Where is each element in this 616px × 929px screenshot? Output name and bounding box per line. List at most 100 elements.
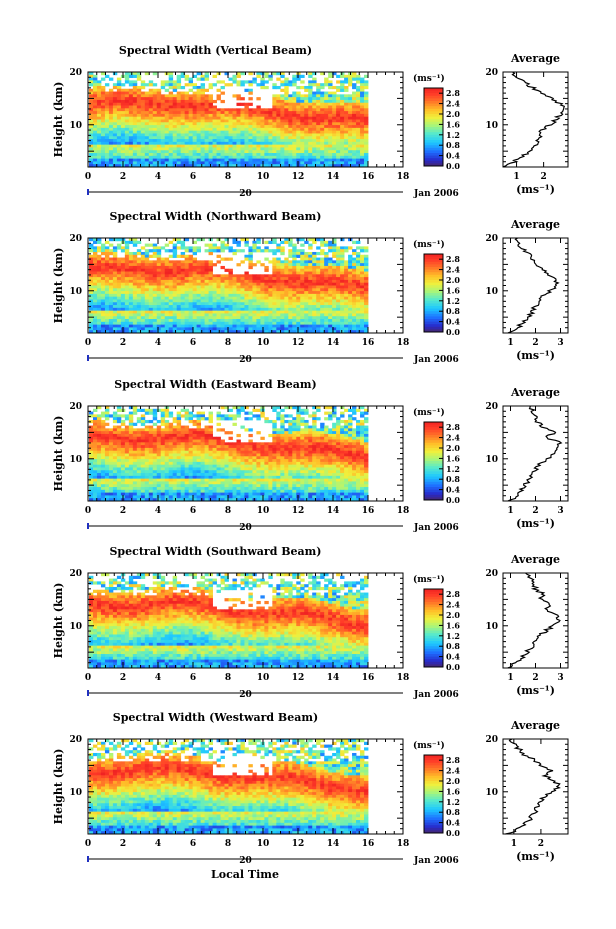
heatmap-cell	[324, 77, 329, 81]
heatmap-cell	[236, 313, 241, 317]
heatmap-cell	[168, 105, 174, 109]
heatmap-cell	[308, 83, 313, 87]
chart-panel-0: Spectral Width (Vertical Beam)0 2 4 6 8 10 12 1…	[52, 44, 569, 199]
heatmap-cell	[304, 155, 309, 160]
heatmap-cell	[204, 122, 209, 126]
heatmap-cell	[124, 164, 130, 168]
heatmap-cell	[89, 288, 94, 292]
heatmap-cell	[332, 414, 337, 418]
heatmap-cell	[352, 411, 357, 415]
heatmap-cell	[144, 260, 150, 264]
heatmap-cell	[96, 141, 102, 146]
heatmap-cell	[192, 125, 198, 129]
heatmap-cell	[316, 307, 321, 312]
heatmap-cell	[204, 77, 209, 81]
heatmap-cell	[89, 265, 94, 270]
heatmap-cell	[104, 249, 110, 253]
heatmap-cell	[344, 299, 349, 303]
heatmap-cell	[192, 274, 198, 278]
heatmap-cell	[172, 147, 178, 151]
heatmap-cell	[160, 319, 166, 323]
heatmap-cell	[160, 105, 166, 109]
heatmap-cell	[152, 144, 158, 148]
heatmap-cell	[356, 97, 361, 101]
heatmap-cell	[120, 422, 126, 426]
heatmap-cell	[108, 147, 114, 151]
heatmap-cell	[296, 411, 301, 415]
heatmap-cell	[204, 305, 209, 309]
heatmap-cell	[160, 274, 166, 278]
heatmap-cell	[180, 310, 186, 314]
heatmap-cell	[236, 291, 241, 295]
heatmap-cell	[148, 155, 154, 160]
heatmap-cell	[116, 91, 122, 95]
heatmap-cell	[216, 141, 221, 146]
profile-x-label: (ms⁻¹)	[516, 183, 555, 196]
heatmap-cell	[136, 72, 142, 76]
heatmap-cell	[268, 299, 273, 303]
heatmap-cell	[116, 414, 122, 418]
heatmap-cell	[356, 94, 361, 98]
heatmap-cell	[360, 313, 365, 317]
heatmap-cell	[128, 116, 134, 120]
heatmap-cell	[296, 153, 301, 157]
heatmap-cell	[168, 302, 174, 306]
heatmap-cell	[208, 99, 213, 104]
heatmap-cell	[328, 119, 333, 123]
heatmap-cell	[292, 324, 297, 328]
heatmap-cell	[108, 310, 114, 314]
heatmap-cell	[356, 99, 361, 104]
heatmap-cell	[100, 327, 106, 331]
date-label: 20	[239, 355, 252, 365]
heatmap-cell	[128, 282, 134, 286]
heatmap-cell	[316, 277, 321, 281]
heatmap-cell	[324, 161, 329, 165]
heatmap-cell	[252, 133, 257, 137]
heatmap-cell	[116, 119, 122, 123]
heatmap-cell	[96, 268, 102, 272]
heatmap-cell	[216, 260, 221, 264]
heatmap-cell	[196, 99, 201, 104]
heatmap-cell	[184, 274, 190, 278]
heatmap-cell	[324, 291, 329, 295]
heatmap-cell	[240, 330, 245, 334]
heatmap-cell	[308, 310, 313, 314]
heatmap-cell	[168, 141, 174, 146]
heatmap-cell	[348, 144, 353, 148]
heatmap-cell	[168, 260, 174, 264]
heatmap-cell	[248, 72, 253, 76]
heatmap-cell	[336, 257, 341, 261]
heatmap-cell	[252, 279, 257, 284]
heatmap-cell	[328, 414, 333, 418]
heatmap-cell	[356, 330, 361, 334]
heatmap-cell	[356, 291, 361, 295]
heatmap-cell	[320, 305, 325, 309]
heatmap-cell	[104, 268, 110, 272]
heatmap-cell	[188, 327, 194, 331]
heatmap-cell	[140, 302, 146, 306]
heatmap-cell	[208, 414, 213, 418]
heatmap-cell	[212, 127, 217, 132]
heatmap-cell	[268, 77, 273, 81]
heatmap-cell	[188, 122, 194, 126]
heatmap-cell	[192, 431, 198, 435]
heatmap-cell	[316, 83, 321, 87]
heatmap-cell	[360, 414, 365, 418]
heatmap-cell	[124, 155, 130, 160]
heatmap-cell	[252, 288, 257, 292]
heatmap-cell	[256, 161, 261, 165]
heatmap-cell	[204, 127, 209, 132]
heatmap-cell	[336, 133, 341, 137]
heatmap-cell	[316, 238, 321, 242]
heatmap-cell	[272, 265, 277, 270]
heatmap-cell	[252, 321, 257, 326]
heatmap-cell	[296, 277, 301, 281]
heatmap-cell	[280, 282, 285, 286]
heatmap-cell	[336, 161, 341, 165]
heatmap-cell	[312, 72, 317, 76]
heatmap-cell	[200, 125, 205, 129]
heatmap-cell	[244, 296, 249, 300]
heatmap-cell	[244, 130, 249, 134]
heatmap-cell	[244, 285, 249, 289]
heatmap-cell	[340, 238, 345, 242]
